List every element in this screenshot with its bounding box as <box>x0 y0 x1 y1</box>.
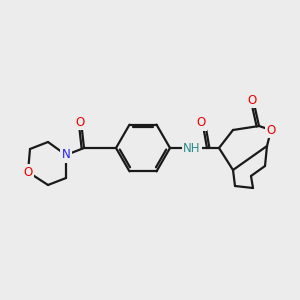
Text: O: O <box>266 124 276 136</box>
Text: O: O <box>196 116 206 130</box>
Text: N: N <box>61 148 70 161</box>
Text: O: O <box>248 94 256 106</box>
Text: O: O <box>23 166 33 178</box>
Text: NH: NH <box>183 142 201 155</box>
Text: O: O <box>75 116 85 128</box>
